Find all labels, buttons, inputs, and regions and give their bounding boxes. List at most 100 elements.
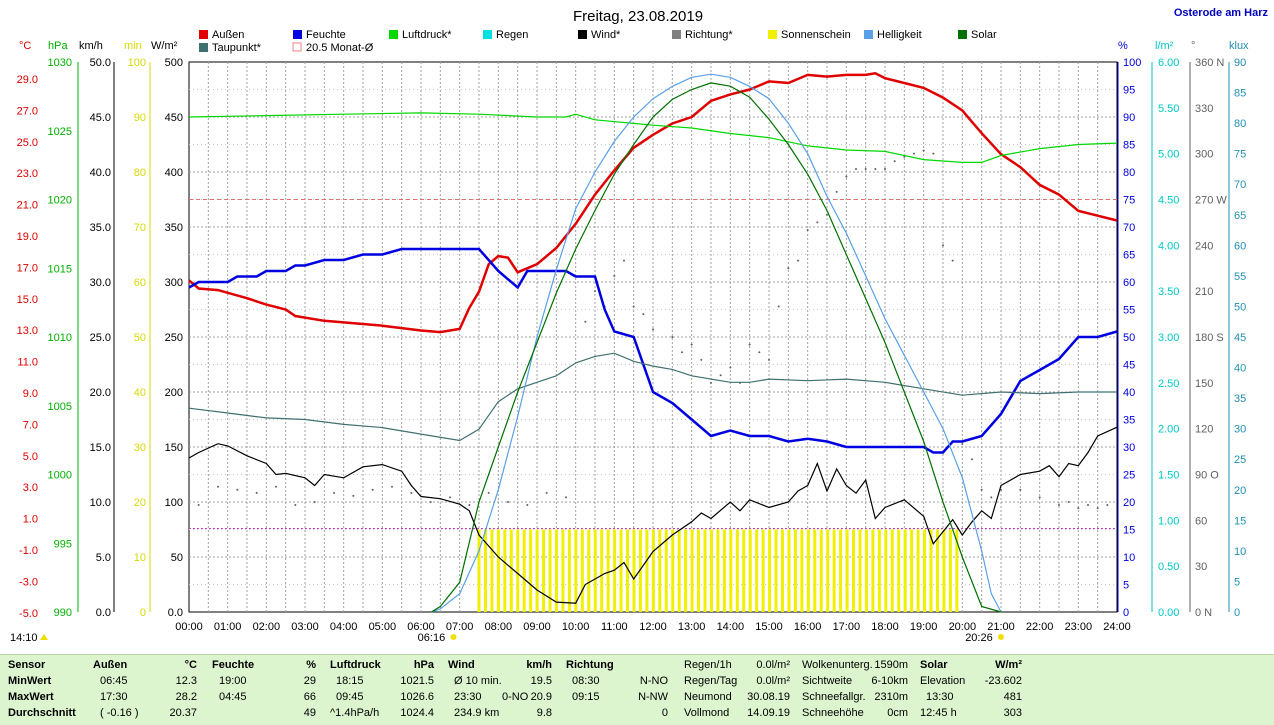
x-tick: 14:00 <box>717 621 745 633</box>
x-tick: 06:00 <box>407 621 435 633</box>
tick-temp: 25.0 <box>17 137 38 149</box>
tick-hpa: 995 <box>54 538 72 550</box>
direction-dot <box>236 488 239 491</box>
tick-min: 90 <box>134 112 146 124</box>
direction-dot <box>507 501 509 503</box>
tick-hpa: 990 <box>54 607 72 619</box>
sunshine-bar <box>554 529 558 612</box>
tick-wm2: 350 <box>165 222 183 234</box>
direction-dot <box>565 496 567 499</box>
sunset-label: 20:26 <box>965 632 993 644</box>
direction-dot <box>816 221 819 224</box>
tick-pct: 80 <box>1123 167 1135 179</box>
aussen-block: Außen °C 06:45 12.3 17:30 28.2 ( -0.16 ) 20.… <box>93 657 203 721</box>
tick-klux: 65 <box>1234 210 1246 222</box>
tick-kmh: 50.0 <box>90 57 111 69</box>
sunshine-bar <box>574 529 578 612</box>
tick-klux: 20 <box>1234 485 1246 497</box>
direction-dot <box>700 358 703 361</box>
tick-temp: -1.0 <box>19 545 38 557</box>
richtung-avg-value: 0 <box>661 707 668 719</box>
chart-title: Freitag, 23.08.2019 <box>573 8 703 25</box>
tick-min: 30 <box>134 442 146 454</box>
tick-kmh: 35.0 <box>90 222 111 234</box>
direction-dot <box>932 152 935 155</box>
x-tick: 04:00 <box>330 621 358 633</box>
direction-dot <box>787 267 790 270</box>
sunshine-bar <box>722 529 726 612</box>
wolkenunterg-value: 1590m <box>874 659 908 671</box>
legend-label-0: Außen <box>212 29 244 41</box>
direction-dot <box>961 442 964 445</box>
direction-dot <box>294 504 297 507</box>
sunshine-bar <box>755 529 759 612</box>
sunshine-bar <box>516 529 520 612</box>
aussen-min-value: 12.3 <box>175 675 197 687</box>
sunshine-bar <box>935 529 939 612</box>
direction-dot <box>391 485 393 488</box>
tick-temp: 23.0 <box>17 168 38 180</box>
sunshine-bar <box>948 529 952 612</box>
left-axes: 29.0 27.0 25.0 23.0 21.0 19.0 17.0 15.0 13.0 11.0… <box>17 57 183 620</box>
sunshine-bar <box>651 529 655 612</box>
tick-pct: 25 <box>1123 470 1135 482</box>
tick-temp: 29.0 <box>17 74 38 86</box>
tick-deg: 0 N <box>1195 607 1212 619</box>
tick-lm2: 6.00 <box>1158 57 1179 69</box>
tick-deg: 90 O <box>1195 470 1219 482</box>
wolken-block: Wolkenunterg. 1590m Sichtweite 6-10km Schn… <box>802 657 910 721</box>
tick-pct: 70 <box>1123 222 1135 234</box>
richtung-max-time: 09:15 <box>572 691 600 703</box>
tick-klux: 15 <box>1234 515 1246 527</box>
wind-block: Wind km/h Ø 10 min. 19.5 23:30 0-NO 20.9 234… <box>448 657 556 721</box>
axis-header-deg: ° <box>1191 40 1195 52</box>
x-tick: 03:00 <box>291 621 319 633</box>
direction-dot <box>352 494 355 497</box>
feuchte-unit: % <box>306 659 316 671</box>
sunshine-bar <box>522 529 526 612</box>
tick-kmh: 25.0 <box>90 332 111 344</box>
x-tick: 19:00 <box>910 621 938 633</box>
sunshine-bar <box>890 529 894 612</box>
tick-lm2: 1.50 <box>1158 470 1179 482</box>
wind-avg-value: 9.8 <box>536 707 552 719</box>
regen-tag-value: 0.0l/m² <box>756 675 790 687</box>
regen-1h-label: Regen/1h <box>684 659 732 671</box>
location-label[interactable]: Osterode am Harz <box>1174 7 1269 19</box>
tick-klux: 25 <box>1234 454 1246 466</box>
elevation-label: Elevation <box>920 675 966 687</box>
tick-pct: 30 <box>1123 442 1135 454</box>
sunshine-bar <box>716 529 720 612</box>
direction-dot <box>594 290 596 293</box>
richtung-head: Richtung <box>566 659 614 671</box>
legend-swatch-6 <box>768 30 777 39</box>
sunshine-bar <box>709 529 713 612</box>
tick-deg: 210 <box>1195 286 1213 298</box>
legend-swatch-7 <box>864 30 873 39</box>
tick-temp: 9.0 <box>23 388 38 400</box>
tick-hpa: 1005 <box>48 401 72 413</box>
sunshine-bar <box>535 529 539 612</box>
direction-dot <box>797 259 799 262</box>
tick-min: 100 <box>128 57 146 69</box>
tick-deg: 30 <box>1195 561 1207 573</box>
luftdruck-min-value: 1021.5 <box>400 675 434 687</box>
tick-pct: 65 <box>1123 250 1135 262</box>
legend-label-7: Helligkeit <box>877 29 922 41</box>
current-time-icon <box>40 634 48 640</box>
legend-swatch-2 <box>389 30 398 39</box>
tick-temp: -3.0 <box>19 576 38 588</box>
sunshine-bar <box>877 529 881 612</box>
sunshine-bar <box>600 529 604 612</box>
sunshine-bar <box>839 529 843 612</box>
tick-pct: 35 <box>1123 415 1135 427</box>
series-luftdruck <box>188 112 1118 163</box>
x-tick: 16:00 <box>794 621 822 633</box>
wind-avg10-value: 19.5 <box>530 675 552 687</box>
axis-header-min: min <box>124 40 142 52</box>
direction-dot <box>874 167 877 170</box>
tick-lm2: 5.00 <box>1158 149 1179 161</box>
tick-lm2: 2.50 <box>1158 378 1179 390</box>
x-tick: 10:00 <box>562 621 590 633</box>
sunshine-bar <box>593 529 597 612</box>
